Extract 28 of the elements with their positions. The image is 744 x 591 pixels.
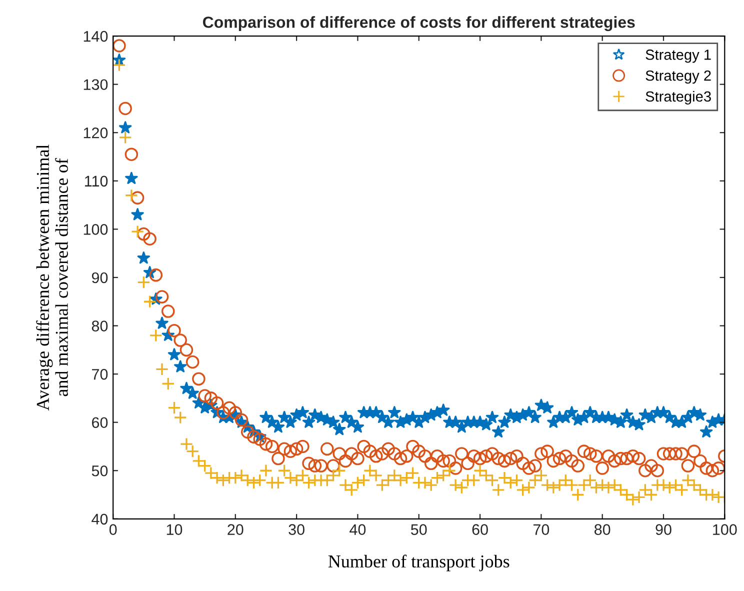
x-tick-label: 0 [109, 524, 117, 535]
y-tick-label: 70 [92, 368, 108, 380]
y-tick-label: 40 [92, 514, 108, 525]
x-tick-label: 100 [713, 524, 737, 535]
y-tick-label: 80 [92, 320, 108, 332]
x-tick-label: 10 [166, 524, 182, 535]
legend-label: Strategie3 [646, 90, 711, 105]
x-tick-label: 50 [410, 524, 427, 535]
y-tick-label: 110 [85, 176, 108, 187]
y-tick-label: 60 [92, 417, 108, 428]
x-tick-label: 30 [288, 524, 304, 535]
legend-label: Strategy 2 [646, 70, 711, 84]
x-tick-label: 70 [533, 524, 550, 535]
x-tick-label: 90 [656, 524, 672, 535]
x-tick-label: 20 [228, 524, 244, 535]
chart-title: Comparison of difference of costs for different strategies [202, 16, 635, 32]
x-axis-title: Number of transport jobs [328, 554, 510, 572]
y-tick-label: 90 [92, 272, 108, 284]
y-axis-title: Average difference between minimal and maximal covered distance of [36, 144, 68, 411]
x-tick-label: 40 [350, 524, 366, 535]
y-tick-label: 100 [84, 224, 108, 235]
x-tick-label: 60 [472, 524, 488, 535]
y-tick-label: 140 [84, 30, 108, 42]
y-tick-label: 50 [92, 465, 108, 476]
y-tick-label: 130 [84, 79, 108, 90]
y-tick-label: 120 [84, 127, 108, 138]
legend-label: Strategy 1 [646, 50, 711, 63]
x-tick-label: 80 [594, 524, 610, 535]
